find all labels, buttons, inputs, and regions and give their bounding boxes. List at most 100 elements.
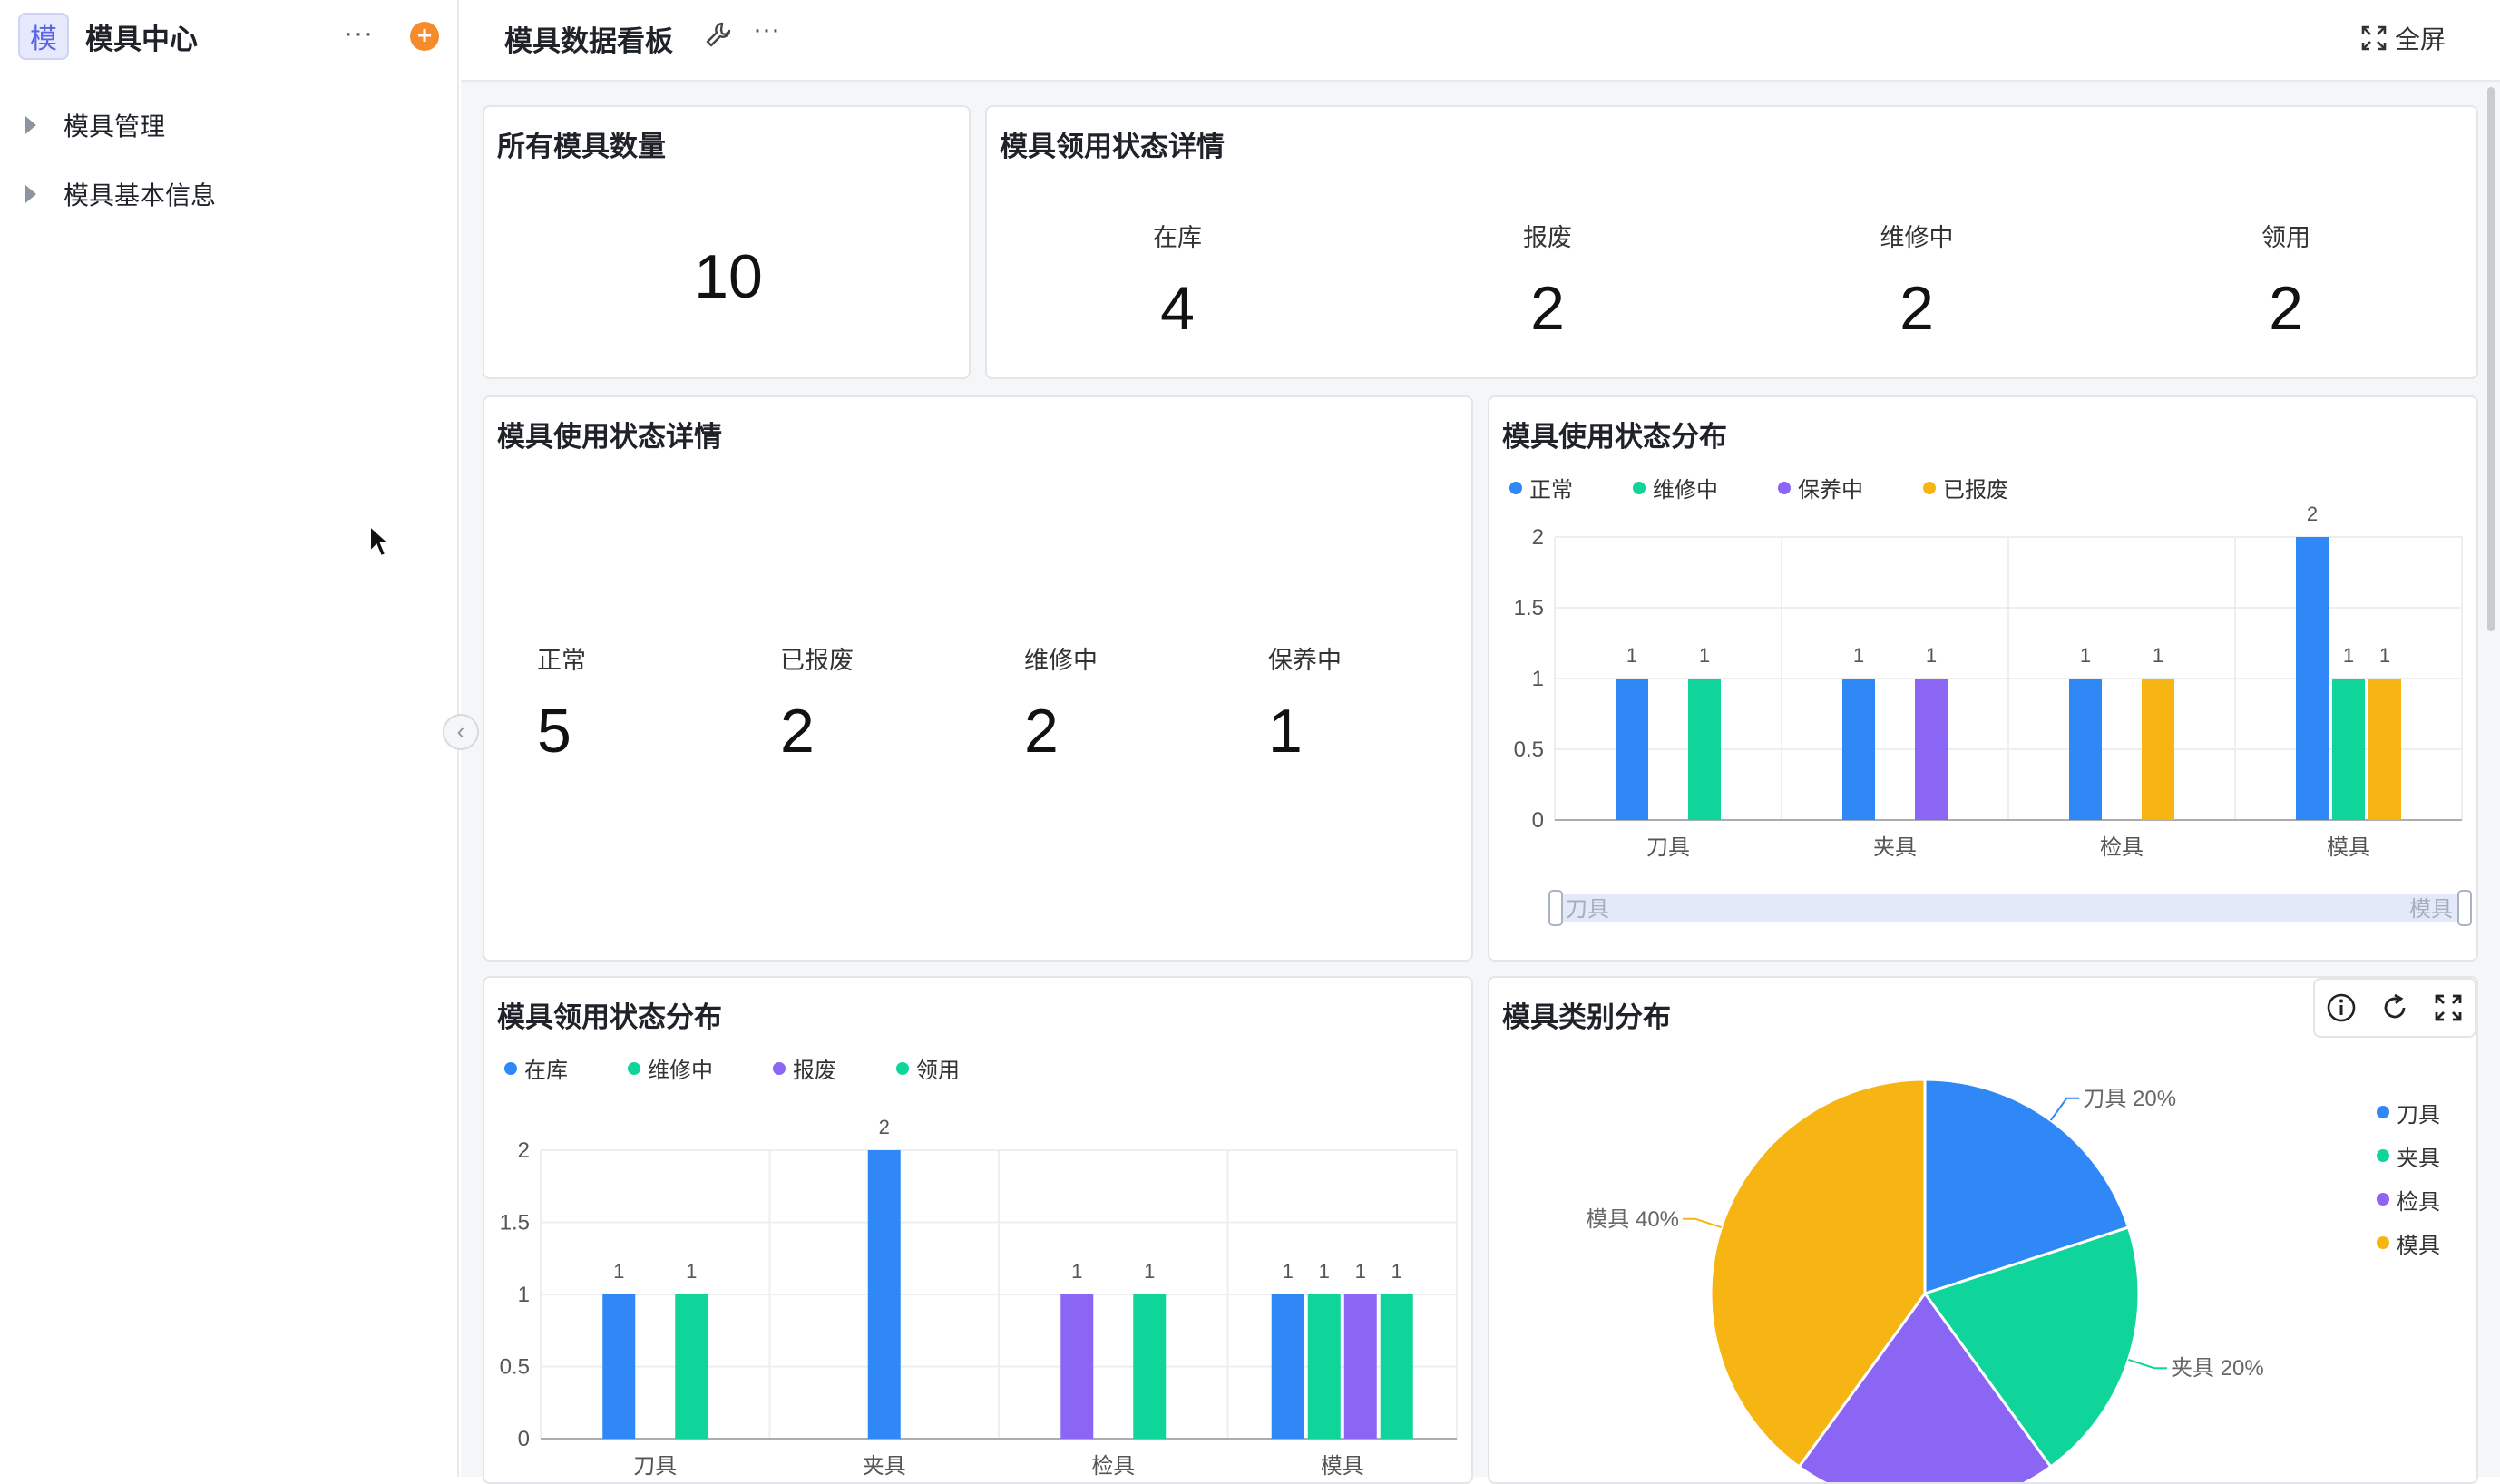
bar	[1307, 1294, 1341, 1439]
bar	[2296, 537, 2329, 820]
vertical-scrollbar[interactable]	[2487, 87, 2495, 631]
y-tick-label: 1	[518, 1283, 530, 1307]
y-tick-label: 2	[1532, 525, 1544, 550]
legend-dot	[504, 1061, 517, 1075]
more-icon[interactable]: ···	[753, 15, 780, 44]
pie-legend: 刀具 夹具 检具 模具	[2377, 1090, 2440, 1264]
collapse-sidebar-button[interactable]: ‹	[443, 714, 479, 750]
legend-label: 维修中	[648, 1059, 713, 1083]
chart-legend: 在库 维修中 报废 领用	[504, 1052, 1020, 1084]
legend-item[interactable]: 报废	[773, 1052, 836, 1084]
bar-value-label: 1	[1699, 644, 1710, 667]
legend-label: 领用	[916, 1059, 960, 1083]
stat-value: 5	[537, 697, 571, 766]
zoom-handle-left[interactable]	[1548, 890, 1563, 926]
card-title: 模具领用状态分布	[497, 1001, 722, 1033]
legend-label: 在库	[524, 1059, 568, 1083]
pie-slice-label: 刀具 20%	[2083, 1087, 2176, 1111]
pie-slice-label: 模具 40%	[1586, 1207, 1679, 1232]
fullscreen-button[interactable]: 全屏	[2360, 20, 2446, 56]
legend-item[interactable]: 在库	[504, 1052, 568, 1084]
sidebar-item-mold-basic-info[interactable]: 模具基本信息	[25, 176, 216, 212]
pie-slice-label: 夹具 20%	[2171, 1356, 2264, 1381]
legend-dot	[773, 1061, 786, 1075]
stat-repairing: 维修中 2	[1024, 640, 1098, 766]
more-icon[interactable]: ···	[344, 18, 374, 48]
legend-label: 正常	[1529, 478, 1573, 503]
stat-label: 保养中	[1268, 647, 1342, 674]
refresh-icon[interactable]	[2378, 991, 2411, 1024]
stat-label: 维修中	[1880, 224, 1954, 251]
bar-value-label: 2	[879, 1116, 890, 1138]
y-tick-label: 1	[1532, 667, 1544, 691]
legend-dot	[1509, 481, 1522, 494]
legend-label: 已报废	[1943, 478, 2008, 503]
legend-item[interactable]: 领用	[896, 1052, 960, 1084]
total-count: 10	[694, 242, 763, 311]
bar-value-label: 1	[1355, 1260, 1366, 1283]
bar	[1133, 1294, 1167, 1439]
legend-item[interactable]: 正常	[1509, 472, 1573, 503]
legend-dot	[1923, 481, 1936, 494]
legend-label: 维修中	[1653, 478, 1718, 503]
legend-item[interactable]: 刀具	[2377, 1090, 2440, 1134]
bar-value-label: 1	[1283, 1260, 1294, 1283]
bar-value-label: 1	[1392, 1260, 1402, 1283]
bar	[867, 1150, 901, 1439]
stat-label: 已报废	[780, 647, 854, 674]
expand-icon[interactable]	[2432, 991, 2465, 1024]
zoom-slider-track[interactable]	[1555, 894, 2469, 922]
legend-item[interactable]: 维修中	[628, 1052, 713, 1084]
legend-dot	[2377, 1149, 2389, 1162]
legend-item[interactable]: 维修中	[1633, 472, 1718, 503]
bar-value-label: 1	[1926, 644, 1937, 667]
add-icon[interactable]: +	[410, 22, 439, 51]
bar	[1688, 679, 1721, 820]
x-tick-label: 检具	[2100, 835, 2144, 860]
card-title: 模具使用状态详情	[497, 421, 722, 453]
zoom-handle-right[interactable]	[2457, 890, 2472, 926]
legend-dot	[2377, 1106, 2389, 1118]
stat-label: 报废	[1523, 224, 1572, 251]
pie-slice	[1922, 1225, 2141, 1469]
legend-label: 夹具	[2397, 1146, 2440, 1171]
legend-item[interactable]: 已报废	[1923, 472, 2008, 503]
main-area: 模具数据看板 ··· 全屏 所有模具数量 10 模具领用状态详情 在库 4 报废	[461, 0, 2500, 1484]
stat-label: 在库	[1153, 224, 1202, 251]
pie-leader-line	[1683, 1217, 1722, 1229]
card-title: 模具领用状态详情	[1000, 131, 1225, 162]
caret-right-icon[interactable]	[25, 185, 36, 203]
stat-in-stock: 在库 4	[1087, 218, 1268, 344]
bar-value-label: 1	[2153, 644, 2163, 667]
chart-legend: 正常 维修中 保养中 已报废	[1509, 472, 2068, 503]
bar-value-label: 1	[613, 1260, 624, 1283]
legend-dot	[896, 1061, 909, 1075]
bar	[602, 1294, 636, 1439]
card-title: 模具使用状态分布	[1502, 421, 1727, 453]
legend-dot	[2377, 1193, 2389, 1206]
app-title: 模具中心	[85, 23, 198, 55]
sidebar-item-mold-management[interactable]: 模具管理	[25, 107, 165, 143]
legend-item[interactable]: 模具	[2377, 1221, 2440, 1264]
legend-item[interactable]: 保养中	[1778, 472, 1863, 503]
bar	[1060, 1294, 1094, 1439]
legend-item[interactable]: 检具	[2377, 1177, 2440, 1221]
bar-value-label: 1	[2343, 644, 2354, 667]
x-tick-label: 模具	[2327, 835, 2370, 860]
stat-value: 2	[2269, 274, 2303, 343]
bar-value-label: 1	[1071, 1260, 1082, 1283]
legend-dot	[1778, 481, 1791, 494]
stat-value: 2	[1899, 274, 1934, 343]
x-tick-label: 刀具	[633, 1454, 677, 1479]
legend-item[interactable]: 夹具	[2377, 1134, 2440, 1177]
bar	[1842, 679, 1875, 820]
pie-slice	[1709, 1078, 1927, 1469]
info-icon[interactable]	[2325, 991, 2358, 1024]
sidebar-item-label: 模具基本信息	[63, 181, 217, 210]
wrench-icon[interactable]	[704, 20, 733, 49]
legend-label: 检具	[2397, 1189, 2440, 1215]
y-tick-label: 0.5	[1514, 737, 1544, 762]
caret-right-icon[interactable]	[25, 116, 36, 134]
x-tick-label: 模具	[1321, 1454, 1364, 1479]
stat-value: 2	[1024, 697, 1059, 766]
